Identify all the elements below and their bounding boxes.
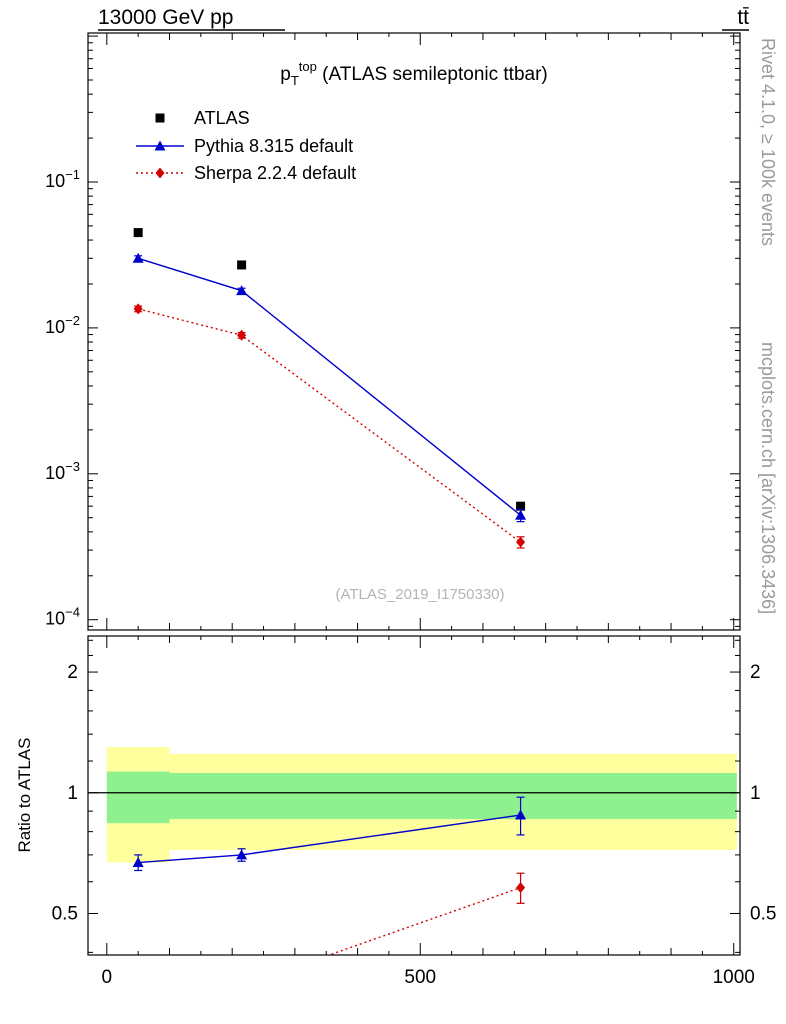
- legend: ATLAS Pythia 8.315 default Sherpa 2.2.4 de…: [136, 108, 356, 183]
- band-green: [106, 771, 170, 824]
- main-y-tick-label: 10−2: [45, 313, 80, 337]
- ratio-panel-frame: [87, 635, 741, 956]
- data-point-square: [237, 260, 247, 270]
- analysis-id-watermark: (ATLAS_2019_I1750330): [335, 586, 504, 603]
- main-series: [132, 228, 527, 549]
- chart-render-root: 10−1 10−2 10−3 10−4 2 2 1 1 0.5 0.5 0 500 1000 ATLAS P…: [45, 32, 776, 1008]
- observable-title: pTtop (ATLAS semileptonic ttbar): [280, 59, 548, 88]
- main-y-ticks: 10−1 10−2 10−3 10−4: [45, 35, 740, 629]
- band-green: [169, 773, 737, 820]
- process-label: tt̄: [737, 6, 749, 29]
- main-y-tick-label: 10−1: [45, 167, 80, 191]
- x-tick-labels: 0 500 1000: [102, 967, 755, 988]
- main-panel-frame: [87, 32, 741, 631]
- series-line: [327, 886, 521, 955]
- ratio-y-tick-label-right: 2: [750, 662, 761, 683]
- plot-title: pTtop (ATLAS semileptonic ttbar): [280, 59, 548, 88]
- data-point-triangle: [236, 285, 248, 296]
- series-line: [137, 257, 522, 516]
- data-point-diamond: [516, 882, 526, 894]
- x-axis-ticks: [106, 33, 735, 955]
- series-line: [137, 308, 521, 543]
- data-point-triangle: [132, 252, 144, 263]
- mcplots-credit-note: mcplots.cern.ch [arXiv:1306.3436]: [758, 342, 778, 614]
- rivet-version-note: Rivet 4.1.0, ≥ 100k events: [758, 38, 778, 246]
- data-point-square: [133, 228, 143, 238]
- data-point-triangle: [236, 849, 248, 860]
- ratio-y-tick-label-left: 1: [67, 783, 78, 804]
- ratio-y-tick-label-left: 2: [67, 662, 78, 683]
- ratio-series: [132, 796, 527, 1008]
- data-point-diamond: [237, 329, 247, 341]
- uncertainty-bands: [88, 747, 740, 863]
- legend-label: Pythia 8.315 default: [194, 136, 353, 156]
- beam-energy-label: 13000 GeV pp: [98, 6, 233, 29]
- panel-frames: [87, 32, 741, 956]
- legend-marker-triangle: [154, 140, 166, 151]
- main-y-tick-label: 10−4: [45, 605, 80, 629]
- legend-marker-diamond: [155, 167, 165, 179]
- main-y-tick-label: 10−3: [45, 459, 80, 483]
- ratio-y-tick-label-right: 1: [750, 783, 761, 804]
- ratio-axis-title: Ratio to ATLAS: [15, 738, 34, 853]
- legend-label: Sherpa 2.2.4 default: [194, 163, 356, 183]
- data-point-diamond: [516, 536, 526, 548]
- data-point-square: [516, 501, 526, 511]
- ratio-y-ticks: 2 2 1 1 0.5 0.5: [52, 639, 776, 953]
- data-point-triangle: [515, 809, 527, 820]
- x-tick-label: 0: [102, 967, 113, 988]
- data-point-diamond: [133, 303, 143, 315]
- ratio-y-tick-label-left: 0.5: [52, 904, 78, 925]
- data-point-triangle: [132, 857, 144, 868]
- x-tick-label: 1000: [713, 967, 755, 988]
- legend-label: ATLAS: [194, 108, 250, 128]
- x-tick-label: 500: [404, 967, 436, 988]
- data-point-diamond: [134, 997, 143, 1008]
- data-point-triangle: [515, 509, 527, 520]
- ratio-y-tick-label-right: 0.5: [750, 904, 776, 925]
- data-point-diamond: [237, 980, 246, 991]
- legend-marker-square: [155, 113, 165, 123]
